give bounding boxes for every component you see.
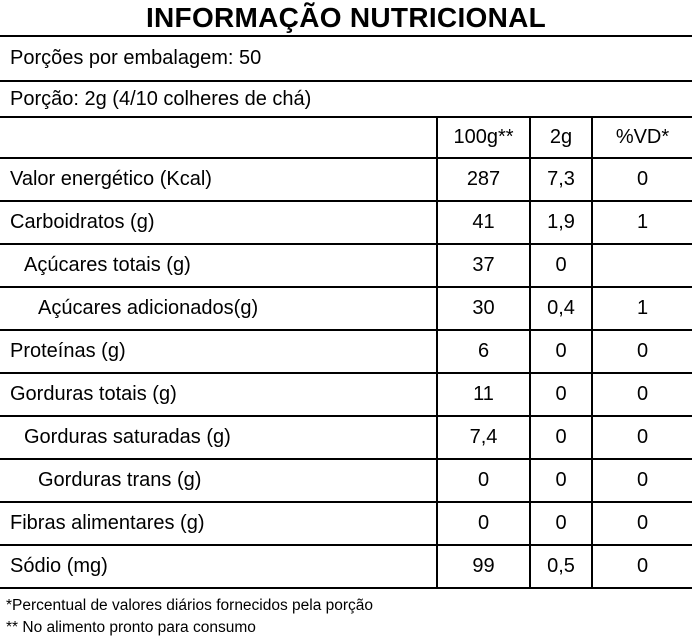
value-per-portion: 0	[529, 416, 592, 460]
footnotes: *Percentual de valores diários fornecido…	[0, 589, 692, 639]
header-per-portion: 2g	[529, 118, 592, 159]
table-row-total-fat: Gorduras totais (g) 11 0 0	[0, 373, 692, 417]
header-daily-value: %VD*	[591, 118, 692, 159]
table-header-row: 100g** 2g %VD*	[0, 118, 692, 159]
table-row-added-sugars: Açúcares adicionados(g) 30 0,4 1	[0, 287, 692, 331]
value-daily-pct	[591, 244, 692, 288]
value-daily-pct: 0	[591, 158, 692, 202]
value-per-100g: 0	[436, 502, 530, 546]
header-per-100g: 100g**	[436, 118, 530, 159]
value-per-100g: 0	[436, 459, 530, 503]
value-daily-pct: 0	[591, 459, 692, 503]
value-per-portion: 0,5	[529, 545, 592, 589]
value-daily-pct: 1	[591, 201, 692, 245]
value-daily-pct: 0	[591, 502, 692, 546]
value-per-100g: 287	[436, 158, 530, 202]
nutrient-name: Gorduras totais (g)	[0, 373, 437, 417]
page-title: INFORMAÇÃO NUTRICIONAL	[0, 0, 692, 37]
value-per-portion: 0	[529, 330, 592, 374]
table-row-energy: Valor energético (Kcal) 287 7,3 0	[0, 158, 692, 202]
portion-size-line: Porção: 2g (4/10 colheres de chá)	[0, 82, 692, 118]
table-row-total-sugars: Açúcares totais (g) 37 0	[0, 244, 692, 288]
value-per-100g: 41	[436, 201, 530, 245]
value-per-portion: 1,9	[529, 201, 592, 245]
value-per-100g: 30	[436, 287, 530, 331]
value-daily-pct: 0	[591, 416, 692, 460]
table-row-fiber: Fibras alimentares (g) 0 0 0	[0, 502, 692, 546]
footnote-prepared-food: ** No alimento pronto para consumo	[6, 619, 256, 636]
nutrient-name: Açúcares adicionados(g)	[0, 287, 437, 331]
table-row-saturated-fat: Gorduras saturadas (g) 7,4 0 0	[0, 416, 692, 460]
value-per-100g: 7,4	[436, 416, 530, 460]
value-daily-pct: 0	[591, 545, 692, 589]
value-daily-pct: 0	[591, 330, 692, 374]
header-empty-cell	[0, 118, 437, 159]
table-row-sodium: Sódio (mg) 99 0,5 0	[0, 545, 692, 589]
nutrition-table: 100g** 2g %VD* Valor energético (Kcal) 2…	[0, 118, 692, 589]
footnote-daily-value: *Percentual de valores diários fornecido…	[6, 597, 374, 614]
nutrient-name: Sódio (mg)	[0, 545, 437, 589]
value-per-portion: 0	[529, 459, 592, 503]
table-row-protein: Proteínas (g) 6 0 0	[0, 330, 692, 374]
nutrient-name: Fibras alimentares (g)	[0, 502, 437, 546]
value-per-100g: 6	[436, 330, 530, 374]
value-per-portion: 0	[529, 373, 592, 417]
nutrient-name: Gorduras trans (g)	[0, 459, 437, 503]
value-daily-pct: 0	[591, 373, 692, 417]
value-per-100g: 99	[436, 545, 530, 589]
table-row-carbs: Carboidratos (g) 41 1,9 1	[0, 201, 692, 245]
value-per-portion: 0,4	[529, 287, 592, 331]
value-per-portion: 0	[529, 244, 592, 288]
table-row-trans-fat: Gorduras trans (g) 0 0 0	[0, 459, 692, 503]
value-per-portion: 7,3	[529, 158, 592, 202]
value-per-100g: 37	[436, 244, 530, 288]
nutrient-name: Gorduras saturadas (g)	[0, 416, 437, 460]
value-daily-pct: 1	[591, 287, 692, 331]
nutrient-name: Açúcares totais (g)	[0, 244, 437, 288]
nutrient-name: Proteínas (g)	[0, 330, 437, 374]
servings-per-package-line: Porções por embalagem: 50	[0, 37, 692, 82]
nutrient-name: Carboidratos (g)	[0, 201, 437, 245]
value-per-portion: 0	[529, 502, 592, 546]
value-per-100g: 11	[436, 373, 530, 417]
nutrient-name: Valor energético (Kcal)	[0, 158, 437, 202]
